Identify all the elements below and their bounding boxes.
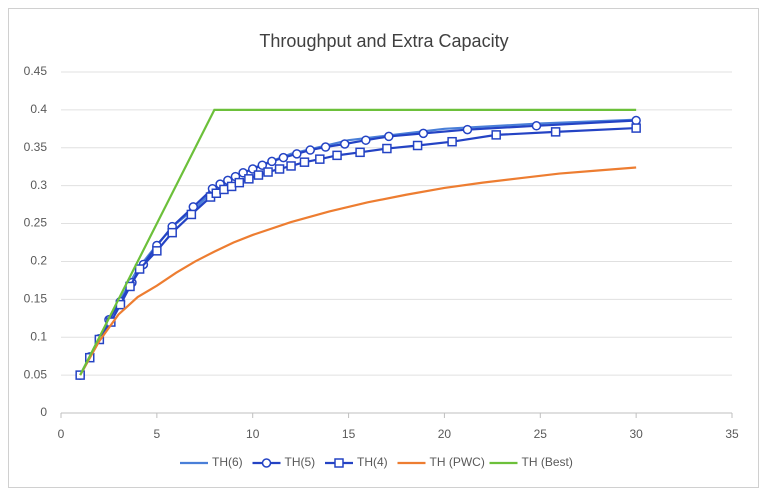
marker [531,121,542,131]
marker [339,139,350,149]
marker [167,227,177,238]
y-tick-label: 0.45 [24,64,48,78]
marker [491,130,501,140]
marker [631,115,641,126]
x-tick-label: 25 [534,427,548,441]
marker [152,246,162,256]
marker [447,136,457,147]
x-tick-label: 0 [58,427,65,441]
marker [186,209,197,220]
marker [462,124,473,135]
marker [253,170,264,180]
marker [263,167,273,177]
marker [244,174,254,184]
chart-border [8,8,759,488]
y-tick-label: 0.15 [24,292,48,306]
x-tick-label: 35 [725,427,739,441]
marker [384,131,394,142]
marker [219,184,229,195]
marker [267,156,277,167]
legend-marker [261,458,272,468]
x-tick-label: 30 [629,427,643,441]
y-tick-label: 0.3 [30,178,47,192]
legend-label: TH(5) [285,455,316,469]
legend-label: TH (PWC) [430,455,485,469]
chart-title: Throughput and Extra Capacity [259,31,508,51]
marker [355,147,365,158]
marker [382,143,392,154]
marker [305,145,315,155]
marker [134,264,145,274]
marker [226,181,237,192]
y-tick-label: 0.25 [24,216,48,230]
legend-label: TH (Best) [522,455,573,469]
marker [274,164,285,174]
y-tick-label: 0.35 [24,140,48,154]
marker [299,157,310,167]
series-line [79,108,637,376]
marker [278,152,289,163]
marker [315,154,325,164]
marker [631,123,641,133]
marker [286,161,296,171]
marker [361,135,371,145]
y-tick-label: 0.05 [24,367,48,381]
marker [234,177,245,188]
marker [292,149,302,159]
x-tick-label: 5 [154,427,161,441]
marker [412,140,423,151]
marker [550,127,561,137]
y-tick-label: 0.2 [30,254,47,268]
legend-label: TH(6) [212,455,243,469]
marker [257,160,268,170]
marker [320,142,331,152]
y-tick-label: 0.1 [30,329,47,343]
y-tick-label: 0 [40,405,47,419]
x-tick-label: 20 [438,427,452,441]
legend-label: TH(4) [357,455,388,469]
x-tick-label: 15 [342,427,356,441]
x-tick-label: 10 [246,427,260,441]
marker [332,150,342,161]
marker [418,128,429,139]
marker [211,188,222,198]
series-line [79,166,637,376]
y-tick-label: 0.4 [30,102,47,116]
legend-marker [334,458,344,468]
